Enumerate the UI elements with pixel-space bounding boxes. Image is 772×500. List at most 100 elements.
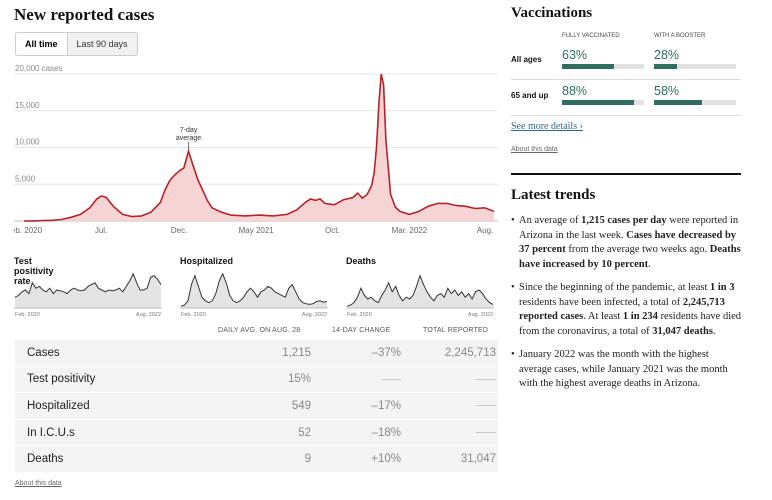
small-x-tick-start: Feb. 2020 bbox=[181, 312, 206, 318]
empty-dash bbox=[476, 432, 496, 434]
daily-avg-value: 549 bbox=[291, 399, 311, 412]
table-row: Hospitalized 549 –17% bbox=[15, 393, 498, 420]
section-divider bbox=[511, 173, 741, 175]
header-with-booster: With a booster bbox=[654, 33, 706, 39]
small-x-tick-end: Aug. 2022 bbox=[136, 312, 161, 318]
trends-list: An average of 1,215 cases per day were r… bbox=[511, 214, 743, 401]
fully-vaccinated-pct: 63% bbox=[562, 48, 588, 62]
small-chart-area bbox=[181, 273, 327, 308]
trend-text: residents have been infected, a total of bbox=[519, 296, 683, 308]
test-positivity-title: Test positivity rate bbox=[14, 256, 54, 286]
x-tick-label: May 2021 bbox=[239, 226, 275, 235]
trend-text: from the average two weeks ago. bbox=[565, 244, 710, 255]
deaths-title: Deaths bbox=[346, 256, 377, 266]
x-tick-label: Oct. bbox=[325, 226, 340, 235]
toggle-all-time[interactable]: All time bbox=[16, 33, 68, 55]
trend-text: Since the beginning of the pandemic, at … bbox=[519, 282, 710, 293]
trend-item: January 2022 was the month with the high… bbox=[511, 348, 743, 392]
small-x-tick-end: Aug. 2022 bbox=[468, 312, 493, 318]
stats-table: Cases 1,215 –37% 2,245,713 Test positivity 15… bbox=[15, 340, 498, 473]
cases-line bbox=[23, 73, 495, 222]
small-chart-line bbox=[346, 274, 494, 307]
table-row: Deaths 9 +10% 31,047 bbox=[15, 446, 498, 473]
x-tick-label: Mar. 2022 bbox=[392, 226, 428, 235]
cases-area bbox=[24, 74, 494, 221]
header-fully-vaccinated: Fully vaccinated bbox=[562, 33, 620, 39]
small-chart-line bbox=[180, 272, 328, 307]
trend-text: January 2022 was the month with the high… bbox=[519, 349, 728, 389]
change-value bbox=[381, 373, 401, 385]
y-tick-label: 15,000 bbox=[15, 101, 40, 110]
daily-avg-value: 52 bbox=[298, 426, 311, 439]
time-range-toggle: All time Last 90 days bbox=[15, 32, 138, 56]
fully-vaccinated-bar bbox=[562, 64, 644, 69]
annotation-line-1: 7-day bbox=[180, 127, 198, 134]
total-value bbox=[476, 373, 496, 385]
age-group-label: 65 and up bbox=[511, 91, 549, 100]
y-tick-label: 20,000 cases bbox=[15, 64, 63, 73]
table-row: Test positivity 15% bbox=[15, 367, 498, 394]
see-more-details-link[interactable]: See more details › bbox=[511, 121, 583, 132]
total-value bbox=[476, 400, 496, 412]
small-x-tick-start: Feb. 2020 bbox=[15, 312, 40, 318]
vaccination-about-link[interactable]: About this data bbox=[511, 146, 558, 153]
booster-bar bbox=[654, 100, 736, 105]
fully-vaccinated-bar bbox=[562, 100, 644, 105]
vaccinations-title: Vaccinations bbox=[511, 5, 593, 21]
change-value: –37% bbox=[371, 346, 401, 359]
row-label: Hospitalized bbox=[27, 399, 90, 412]
hospitalized-title: Hospitalized bbox=[180, 256, 234, 266]
toggle-last-90-days[interactable]: Last 90 days bbox=[67, 33, 137, 55]
trend-text: An average of bbox=[519, 215, 582, 226]
trend-highlight: 1,215 cases per day bbox=[581, 215, 667, 226]
header-total-reported: Total reported bbox=[423, 327, 489, 334]
trend-text: . bbox=[712, 325, 716, 337]
empty-dash bbox=[476, 378, 496, 380]
trend-text: residents have died from the coronavirus… bbox=[519, 311, 742, 337]
empty-dash bbox=[476, 405, 496, 407]
trend-highlight: 1 in 3 bbox=[709, 282, 735, 293]
booster-fill bbox=[654, 64, 677, 69]
trend-highlight: 2,245,713 reported cases bbox=[519, 296, 725, 323]
fully-vaccinated-fill bbox=[562, 64, 614, 69]
header-daily-avg: Daily avg. on Aug. 28 bbox=[218, 327, 301, 334]
trend-highlight: 31,047 deaths bbox=[652, 325, 713, 337]
latest-trends-title: Latest trends bbox=[511, 187, 596, 203]
booster-fill bbox=[654, 100, 702, 105]
daily-avg-value: 1,215 bbox=[282, 346, 311, 359]
x-tick-label: Jul. bbox=[95, 226, 107, 235]
small-chart-area bbox=[347, 275, 493, 308]
x-tick-label: Feb. 2020 bbox=[14, 226, 43, 235]
vaccination-row: 65 and up 88% 58% bbox=[511, 81, 741, 116]
daily-avg-value: 9 bbox=[304, 453, 311, 466]
fully-vaccinated-pct: 88% bbox=[562, 84, 588, 98]
trend-highlight: Deaths have increased by 10 percent bbox=[519, 244, 741, 270]
table-row: In I.C.U.s 52 –18% bbox=[15, 420, 498, 447]
left-column: New reported cases All time Last 90 days… bbox=[14, 0, 498, 500]
x-tick-label: Dec. bbox=[171, 226, 187, 235]
test-positivity-chart: Feb. 2020 Aug. 2022 bbox=[14, 272, 162, 318]
small-x-tick-start: Feb. 2020 bbox=[347, 312, 372, 318]
annotation-line-2: average bbox=[176, 135, 201, 142]
vaccination-row: All ages 63% 28% bbox=[511, 45, 741, 80]
total-value: 31,047 bbox=[460, 453, 496, 466]
cases-title: New reported cases bbox=[14, 5, 155, 24]
empty-dash bbox=[381, 378, 401, 380]
change-value: –17% bbox=[371, 399, 401, 412]
small-chart-line bbox=[14, 272, 162, 298]
trend-item: Since the beginning of the pandemic, at … bbox=[511, 281, 743, 339]
trend-item: An average of 1,215 cases per day were r… bbox=[511, 214, 743, 272]
fully-vaccinated-fill bbox=[562, 100, 635, 105]
total-value bbox=[476, 427, 496, 439]
row-label: Cases bbox=[27, 346, 60, 359]
row-label: In I.C.U.s bbox=[27, 426, 75, 439]
right-column: Vaccinations Fully vaccinated With a boo… bbox=[511, 0, 761, 500]
booster-pct: 28% bbox=[654, 48, 680, 62]
total-value: 2,245,713 bbox=[444, 346, 496, 359]
trend-text: . At least bbox=[583, 311, 623, 322]
x-tick-label: Aug. bbox=[477, 226, 493, 235]
change-value: –18% bbox=[371, 426, 401, 439]
about-data-link[interactable]: About this data bbox=[15, 480, 62, 487]
small-x-tick-end: Aug. 2022 bbox=[302, 312, 327, 318]
small-chart-area bbox=[15, 273, 161, 308]
